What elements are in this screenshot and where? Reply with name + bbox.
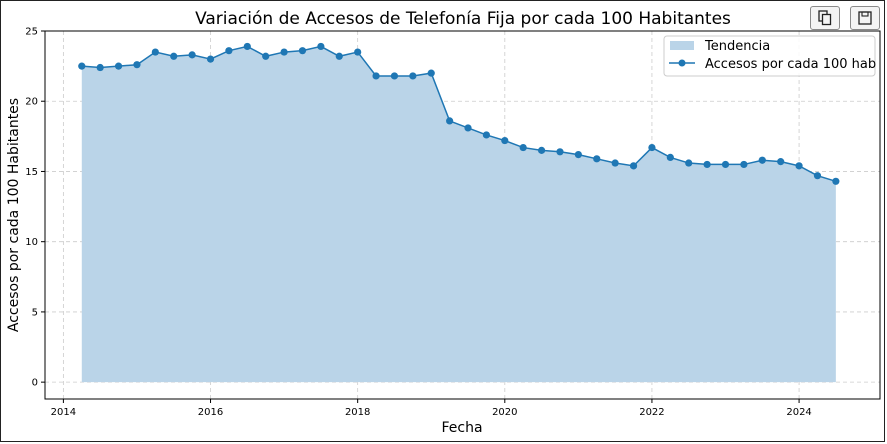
data-point [813, 172, 822, 180]
y-tick-label: 15 [25, 167, 38, 178]
data-point [427, 69, 435, 77]
data-point [298, 47, 307, 55]
data-point [317, 42, 325, 51]
data-point [703, 160, 711, 169]
data-point [666, 153, 674, 162]
legend: Tendencia Accesos por cada 100 hab [663, 35, 876, 77]
plot-area-border [44, 30, 881, 400]
data-point [611, 159, 619, 167]
data-point [574, 151, 582, 159]
data-point [188, 51, 196, 59]
x-tick-label: 2020 [492, 407, 517, 418]
data-point [170, 52, 178, 60]
x-tick-label: 2016 [198, 407, 223, 418]
x-axis-label: Fecha [441, 420, 482, 436]
data-point [133, 61, 141, 69]
x-tick-label: 2014 [51, 407, 76, 418]
data-point [832, 177, 840, 185]
data-point [114, 62, 123, 70]
legend-swatch-marker [678, 59, 686, 67]
data-point [78, 62, 86, 70]
data-point [593, 155, 601, 163]
y-tick-label: 10 [25, 237, 38, 248]
data-point [648, 143, 656, 152]
y-tick-label: 5 [32, 307, 38, 318]
area-layer [81, 46, 836, 383]
y-axis: 0 5 10 15 20 25 [25, 27, 45, 389]
data-point [795, 162, 803, 170]
data-point [464, 124, 472, 132]
data-point [777, 158, 785, 166]
data-point [446, 117, 454, 125]
save-icon [858, 11, 872, 25]
data-point [372, 72, 380, 80]
data-point [206, 55, 215, 63]
data-point [501, 136, 509, 145]
data-point [740, 160, 748, 169]
data-point [519, 143, 527, 152]
legend-box [663, 35, 876, 77]
chart-title: Variación de Accesos de Telefonía Fija p… [195, 9, 731, 29]
data-point [685, 159, 693, 167]
x-axis: 2014 2016 2018 2020 2022 2024 [51, 399, 812, 418]
data-point [721, 160, 730, 169]
copy-icon [818, 10, 832, 26]
y-tick-label: 0 [32, 378, 38, 389]
data-point [96, 63, 104, 72]
data-point [243, 42, 251, 51]
y-tick-label: 20 [25, 97, 38, 108]
x-tick-label: 2024 [786, 407, 811, 418]
x-tick-label: 2022 [639, 407, 664, 418]
legend-label-area: Tendencia [704, 39, 770, 54]
save-button[interactable] [850, 6, 880, 30]
legend-swatch-area [670, 41, 694, 50]
copy-button[interactable] [810, 6, 840, 30]
y-axis-label: Accesos por cada 100 Habitantes [6, 98, 22, 332]
data-point [262, 52, 270, 60]
legend-label-line: Accesos por cada 100 hab [705, 57, 876, 72]
data-point [409, 72, 417, 80]
data-point [556, 148, 564, 156]
data-point [537, 146, 546, 154]
data-point [482, 131, 491, 139]
data-point [151, 48, 159, 56]
points-layer [78, 42, 840, 185]
area-fill [81, 46, 836, 383]
x-tick-label: 2018 [345, 407, 370, 418]
data-point [390, 72, 399, 80]
data-point [629, 162, 638, 170]
data-point [225, 47, 233, 55]
y-tick-label: 25 [25, 27, 38, 38]
data-point [280, 48, 288, 56]
data-point [758, 156, 766, 164]
data-point [354, 48, 362, 56]
data-point [335, 52, 343, 60]
